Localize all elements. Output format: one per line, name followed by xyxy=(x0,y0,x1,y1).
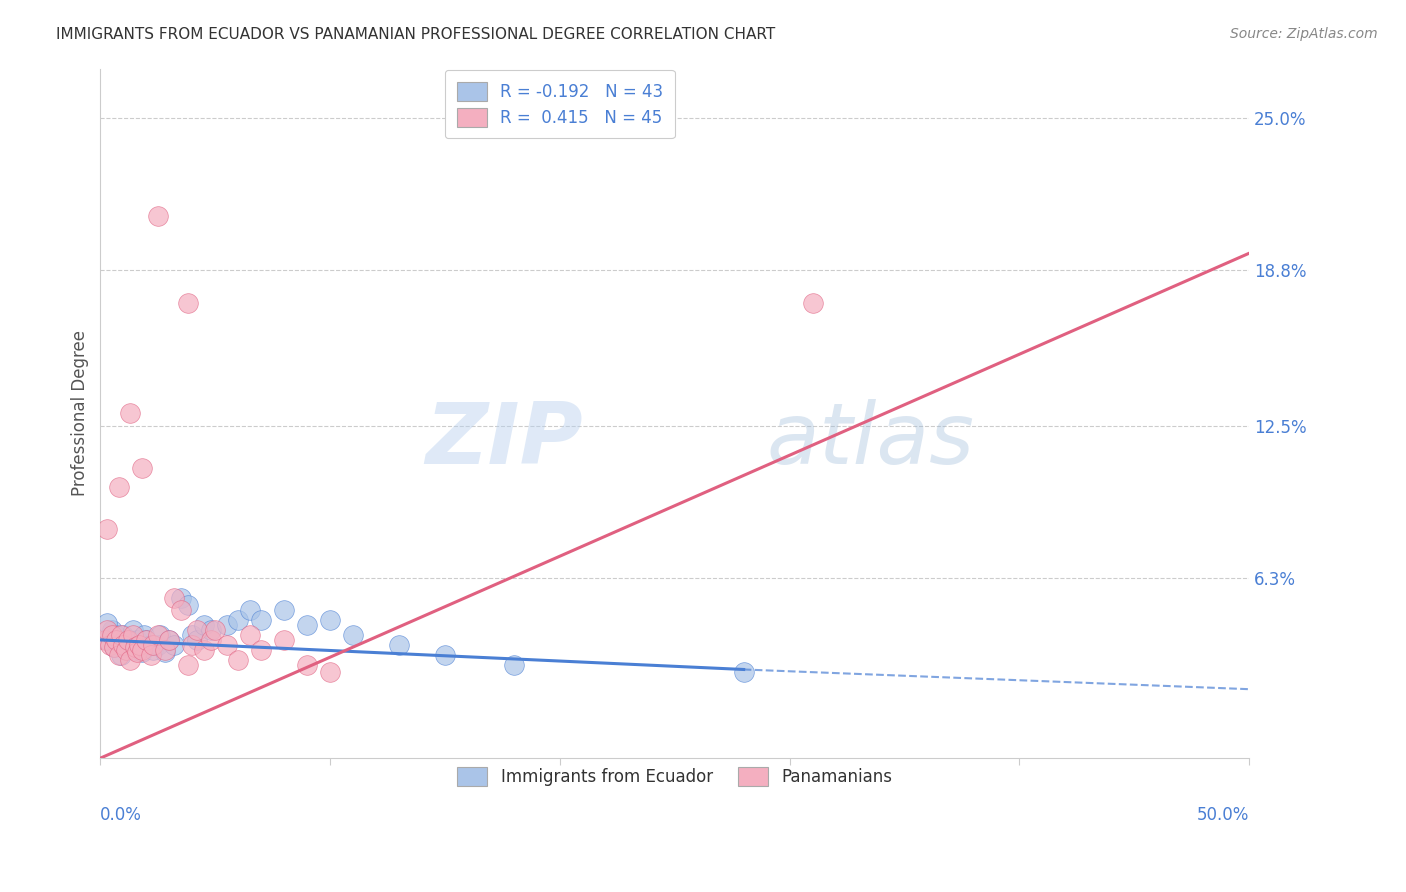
Point xyxy=(107,632,129,647)
Legend: Immigrants from Ecuador, Panamanians: Immigrants from Ecuador, Panamanians xyxy=(446,756,904,798)
Point xyxy=(103,640,125,655)
Text: 0.0%: 0.0% xyxy=(100,805,142,823)
Point xyxy=(176,599,198,613)
Text: atlas: atlas xyxy=(766,400,974,483)
Point xyxy=(181,638,204,652)
Point xyxy=(117,638,139,652)
Point xyxy=(149,628,172,642)
Point xyxy=(142,642,165,657)
Point xyxy=(132,628,155,642)
Point xyxy=(96,615,118,630)
Point xyxy=(153,645,176,659)
Point xyxy=(295,618,318,632)
Point xyxy=(131,645,153,659)
Point xyxy=(157,632,180,647)
Point xyxy=(215,638,238,652)
Point xyxy=(96,623,118,637)
Point xyxy=(120,632,142,647)
Point xyxy=(94,632,117,647)
Point xyxy=(114,640,136,655)
Point xyxy=(250,613,273,627)
Point xyxy=(127,645,149,659)
Point xyxy=(193,618,215,632)
Point xyxy=(117,632,139,647)
Point xyxy=(139,638,162,652)
Point xyxy=(239,628,262,642)
Text: 50.0%: 50.0% xyxy=(1197,805,1249,823)
Point xyxy=(105,628,128,642)
Point xyxy=(226,613,249,627)
Point xyxy=(124,640,146,655)
Point xyxy=(107,648,129,662)
Y-axis label: Professional Degree: Professional Degree xyxy=(72,330,89,496)
Point xyxy=(226,653,249,667)
Point xyxy=(128,638,150,652)
Point xyxy=(273,603,295,617)
Point xyxy=(107,480,129,494)
Point xyxy=(801,295,824,310)
Point xyxy=(388,638,411,652)
Text: ZIP: ZIP xyxy=(425,400,583,483)
Point xyxy=(239,603,262,617)
Point xyxy=(131,642,153,657)
Point xyxy=(204,623,226,637)
Point xyxy=(105,632,128,647)
Point xyxy=(101,623,124,637)
Point xyxy=(112,628,135,642)
Point xyxy=(114,642,136,657)
Point xyxy=(342,628,364,642)
Point xyxy=(120,653,142,667)
Point xyxy=(112,638,135,652)
Point xyxy=(135,632,157,647)
Point xyxy=(98,638,121,652)
Point xyxy=(200,632,222,647)
Point xyxy=(153,642,176,657)
Point xyxy=(146,628,169,642)
Point xyxy=(176,657,198,672)
Point xyxy=(124,642,146,657)
Point xyxy=(215,618,238,632)
Point xyxy=(96,522,118,536)
Point xyxy=(503,657,526,672)
Point xyxy=(181,628,204,642)
Point xyxy=(163,638,186,652)
Point xyxy=(120,406,142,420)
Point xyxy=(135,632,157,647)
Text: IMMIGRANTS FROM ECUADOR VS PANAMANIAN PROFESSIONAL DEGREE CORRELATION CHART: IMMIGRANTS FROM ECUADOR VS PANAMANIAN PR… xyxy=(56,27,776,42)
Point xyxy=(319,613,342,627)
Point xyxy=(170,591,193,605)
Point xyxy=(733,665,755,679)
Point xyxy=(110,628,132,642)
Point xyxy=(250,642,273,657)
Point xyxy=(186,623,208,637)
Point xyxy=(121,628,143,642)
Point xyxy=(295,657,318,672)
Point xyxy=(96,632,118,647)
Point xyxy=(146,209,169,223)
Point xyxy=(200,623,222,637)
Point xyxy=(176,295,198,310)
Point xyxy=(101,628,124,642)
Point xyxy=(319,665,342,679)
Point xyxy=(131,460,153,475)
Point xyxy=(433,648,456,662)
Point xyxy=(186,632,208,647)
Point xyxy=(193,642,215,657)
Point xyxy=(273,632,295,647)
Point xyxy=(103,640,125,655)
Point xyxy=(110,648,132,662)
Point xyxy=(121,623,143,637)
Point xyxy=(128,638,150,652)
Point xyxy=(146,638,169,652)
Point xyxy=(142,638,165,652)
Point xyxy=(139,648,162,662)
Point xyxy=(127,632,149,647)
Text: Source: ZipAtlas.com: Source: ZipAtlas.com xyxy=(1230,27,1378,41)
Point xyxy=(170,603,193,617)
Point xyxy=(163,591,186,605)
Point xyxy=(157,632,180,647)
